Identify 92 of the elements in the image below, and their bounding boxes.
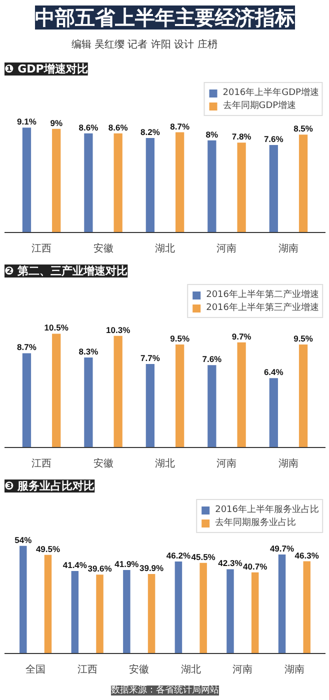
data-label: 8.5% [294,124,314,134]
bar [44,554,52,654]
x-tick-label: 江西 [77,664,98,676]
bar [52,334,61,448]
x-tick-label: 江西 [32,458,52,470]
data-label: 10.3% [106,324,131,335]
bar [22,128,32,232]
bar [123,570,130,654]
bar [20,546,27,654]
bar [298,344,308,448]
legend-label: 2016年上半年第三产业增速 [206,302,319,314]
bar [174,561,182,654]
bar [208,140,216,232]
x-tick-label: 河南 [216,242,237,254]
data-label: 54% [14,534,32,545]
data-label: 7.8% [232,132,252,142]
bar [175,344,184,448]
chart-title: ❷ 第二、三产业增速对比 [4,264,128,278]
x-tick-label: 安徽 [129,664,150,676]
legend-label: 2016年上半年第二产业增速 [206,288,319,301]
data-label: 46.2% [166,550,191,560]
bar [22,353,32,448]
x-tick-label: 安徽 [93,458,114,470]
data-label: 7.6% [202,354,222,364]
bar [146,364,155,448]
chart-title: 中部五省上半年主要经济指标 [35,6,295,30]
x-tick-label: 湖北 [155,458,175,470]
bar [114,336,122,448]
bar [237,142,246,232]
data-label: 41.4% [62,560,88,570]
data-label: 8.7% [17,342,37,352]
x-tick-label: 安徽 [93,242,114,254]
text: ❶ GDP增速对比 [4,62,88,76]
data-label: 7.6% [264,134,284,144]
bar [278,554,286,654]
x-tick-label: 湖南 [284,664,304,676]
bar [200,562,207,654]
data-label: 49.5% [36,544,60,554]
data-label: 41.9% [114,559,140,570]
x-tick-label: 江西 [32,242,52,254]
chart-title: ❸ 服务业占比对比 [4,480,95,492]
data-label: 39.9% [139,563,164,574]
data-label: 7.7% [140,353,160,364]
data-label: 9% [50,118,63,128]
data-label: 9.7% [232,331,252,342]
data-label: 8.2% [140,127,160,138]
bar [148,574,156,654]
bar [84,358,93,448]
bar [96,574,104,654]
bar [269,378,278,448]
data-label: 10.5% [44,322,69,333]
data-label: 9.1% [17,116,37,127]
bar [269,144,278,232]
x-tick-label: 湖北 [155,242,175,254]
bar [114,133,122,232]
data-label: 8% [206,129,218,140]
bar [237,342,246,448]
x-tick-label: 湖北 [180,664,201,676]
bar [84,133,93,232]
bar [71,571,79,654]
x-tick-label: 河南 [216,458,237,470]
chart-subtitle: 编辑 吴红缨 记者 许阳 设计 庄枬 [71,38,218,50]
data-label: 39.6% [88,564,112,574]
bar [52,128,61,232]
data-label: 8.6% [78,122,99,132]
bar [298,134,308,232]
bar [303,561,310,654]
bar [146,138,155,232]
bar [251,572,259,654]
x-tick-label: 湖南 [278,242,298,254]
bar [208,365,216,448]
legend-label: 去年同期服务业占比 [215,516,296,529]
legend-label: 2016年上半年GDP增速 [222,86,319,99]
data-label: 49.7% [270,543,294,554]
data-label: 40.7% [243,561,268,572]
data-label: 8.6% [108,122,128,132]
legend-label: 2016年上半年服务业占比 [215,504,319,516]
x-tick-label: 湖南 [278,458,298,470]
data-label: 9.5% [170,334,190,344]
data-label: 9.5% [294,334,314,344]
source-note: 数据来源：各省统计局网站 [111,684,219,696]
x-tick-label: 河南 [232,664,253,676]
bar [226,569,234,654]
bar [175,132,184,232]
data-label: 8.7% [170,121,190,132]
data-label: 6.4% [264,367,284,378]
legend-label: 去年同期GDP增速 [222,100,296,112]
data-label: 45.5% [191,552,216,562]
data-label: 42.3% [218,558,243,568]
x-tick-label: 全国 [26,664,46,676]
data-label: 8.3% [78,346,99,357]
data-label: 46.3% [294,550,320,560]
